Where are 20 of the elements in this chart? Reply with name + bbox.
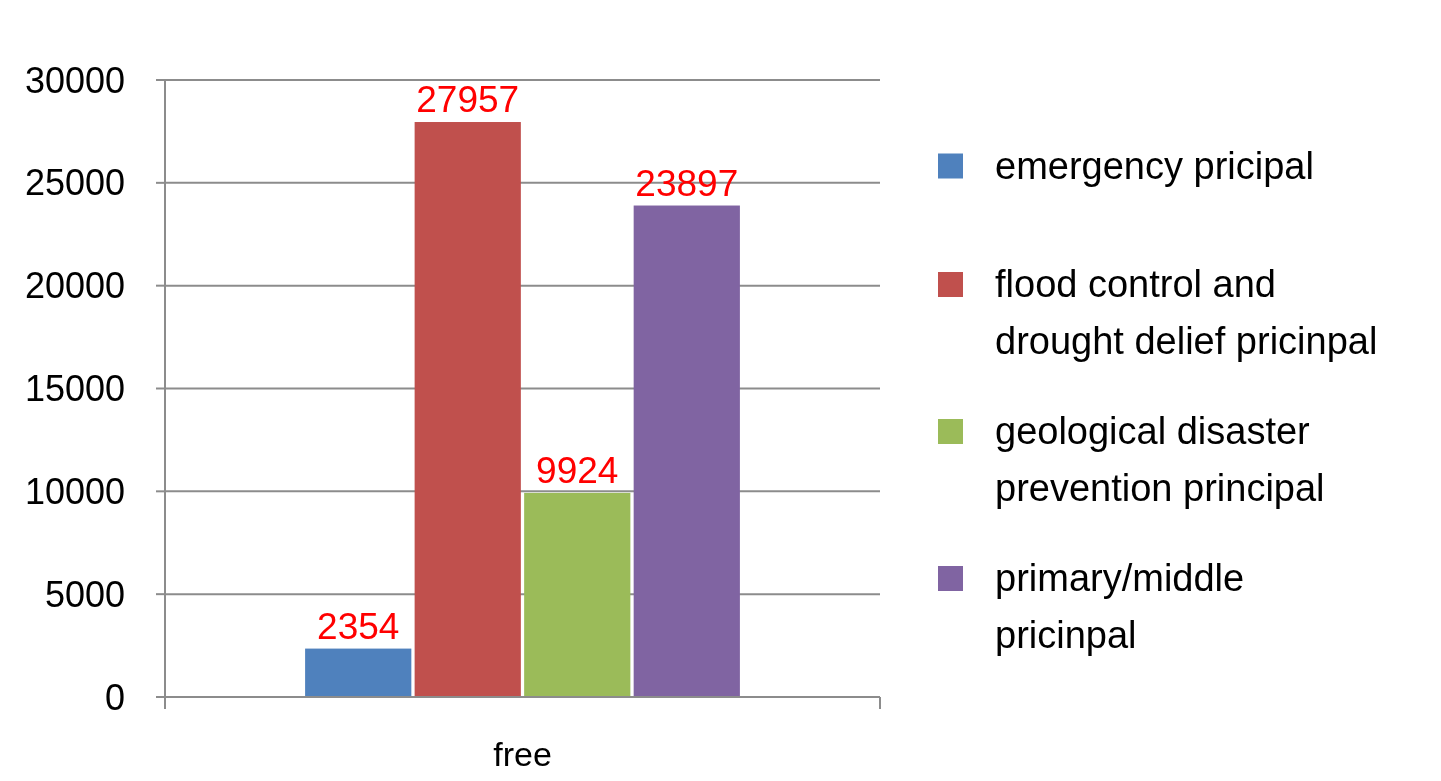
bar — [633, 205, 740, 697]
y-tick-label: 5000 — [44, 573, 125, 615]
bar — [524, 492, 631, 697]
y-tick-label: 15000 — [24, 368, 125, 410]
y-tick-label: 0 — [104, 676, 125, 718]
data-label: 23897 — [635, 162, 739, 204]
x-tick-label: free — [493, 734, 552, 773]
legend-label: primary/middle pricinpal — [995, 557, 1245, 657]
bar — [414, 122, 521, 697]
y-tick-label: 10000 — [24, 470, 125, 512]
legend-label: flood control and drought delief pricinpal — [995, 263, 1378, 363]
y-tick-label: 20000 — [24, 265, 125, 307]
legend-label: emergency pricipal — [995, 144, 1314, 187]
data-label: 27957 — [416, 79, 520, 121]
bar — [305, 648, 412, 697]
data-label: 9924 — [536, 449, 619, 491]
y-tick-label: 25000 — [24, 162, 125, 204]
data-label: 2354 — [317, 605, 400, 647]
y-tick-label: 30000 — [24, 59, 125, 101]
legend-label: geological disaster prevention principal — [995, 410, 1325, 510]
